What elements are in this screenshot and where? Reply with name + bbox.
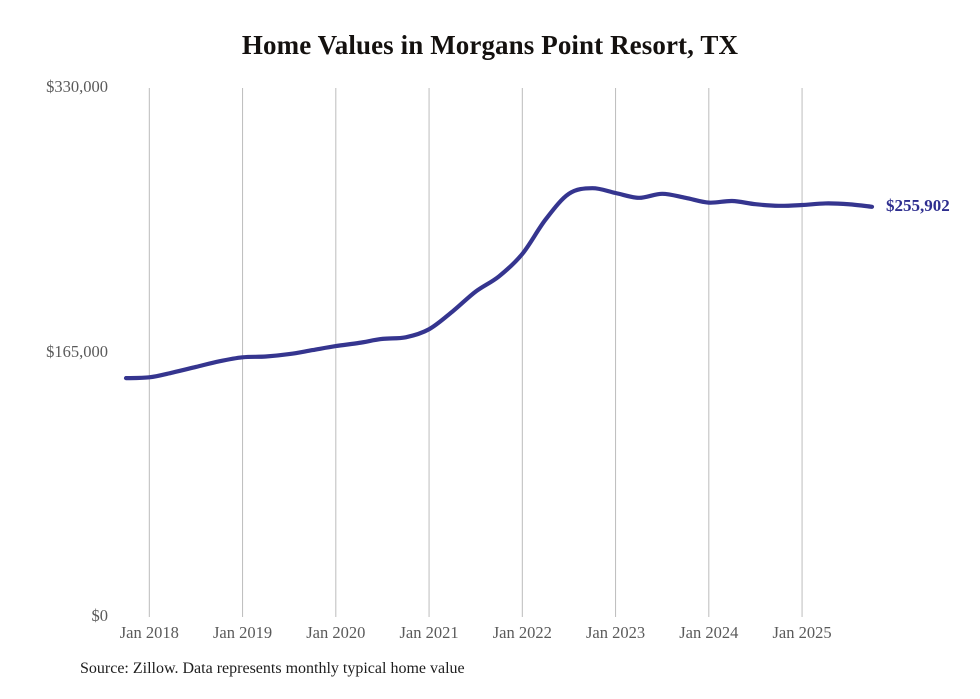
y-tick-label: $165,000 <box>46 341 108 361</box>
x-tick-label: Jan 2023 <box>586 623 646 642</box>
x-tick-label: Jan 2025 <box>772 623 832 642</box>
end-value-label: $255,902 <box>886 195 950 215</box>
x-tick-label: Jan 2021 <box>399 623 459 642</box>
data-series <box>123 186 875 381</box>
x-tick-label: Jan 2022 <box>492 623 552 642</box>
chart-title: Home Values in Morgans Point Resort, TX <box>241 30 739 60</box>
x-tick-label: Jan 2019 <box>213 623 273 642</box>
series-line-0 <box>123 186 875 381</box>
y-tick-label: $0 <box>91 606 109 625</box>
x-tick-label: Jan 2018 <box>119 623 179 642</box>
y-tick-label: $330,000 <box>46 77 108 96</box>
x-tick-label: Jan 2024 <box>679 623 739 642</box>
gridlines <box>148 88 803 617</box>
source-note: Source: Zillow. Data represents monthly … <box>80 660 465 677</box>
x-tick-label: Jan 2020 <box>306 623 366 642</box>
